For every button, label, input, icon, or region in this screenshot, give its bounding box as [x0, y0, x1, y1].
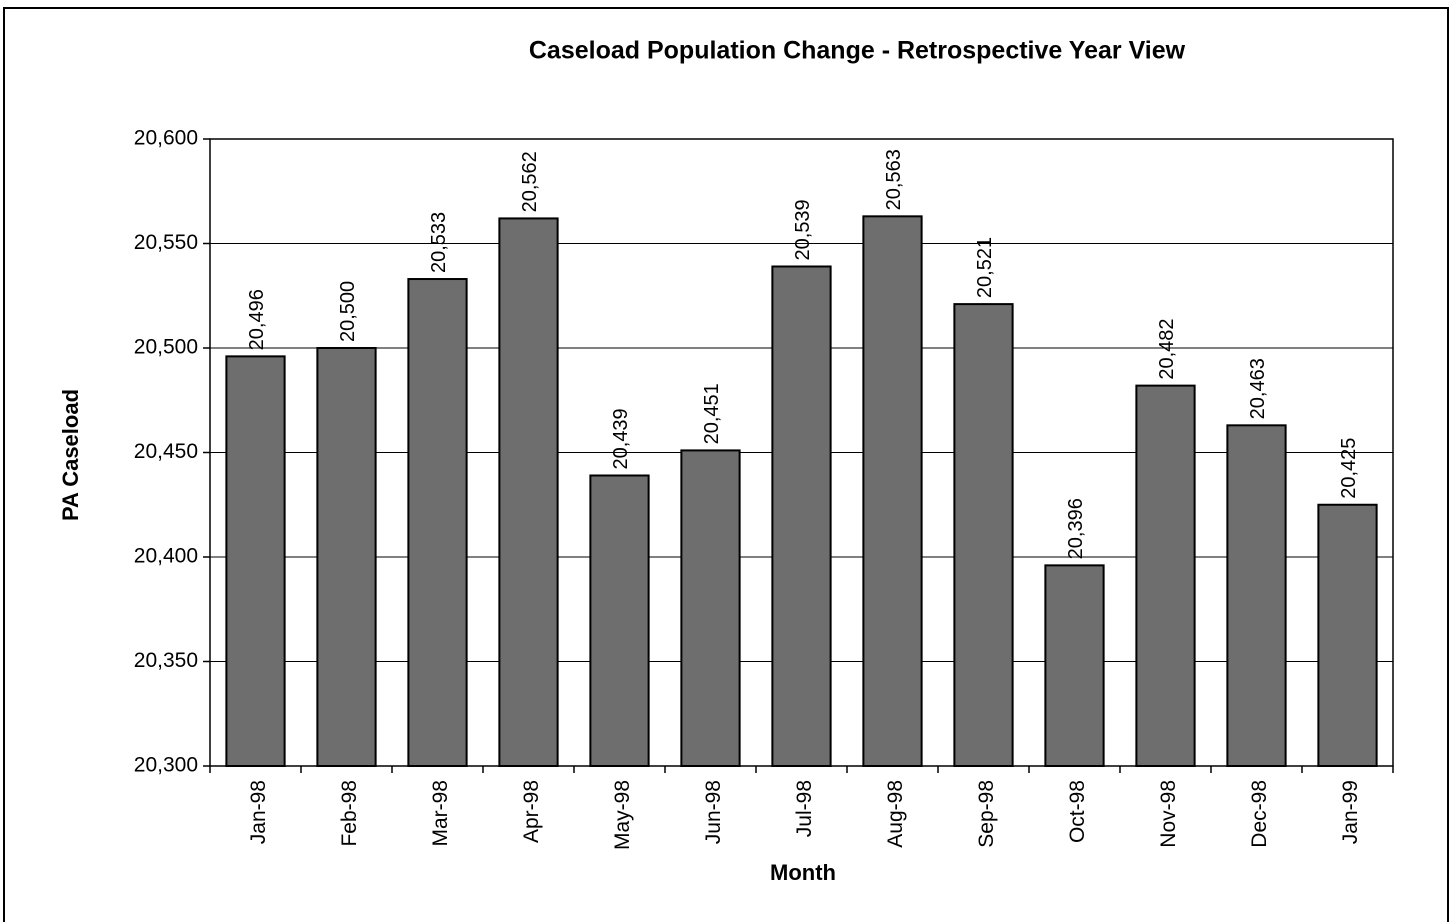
value-label: 20,439	[610, 408, 632, 469]
y-tick-label: 20,600	[134, 127, 198, 150]
x-tick-label: Jan-99	[1339, 780, 1362, 844]
x-tick-label: Mar-98	[429, 780, 452, 847]
bar	[953, 303, 1014, 767]
bar	[589, 474, 650, 767]
x-tick-label: Jun-98	[702, 780, 725, 844]
value-label: 20,463	[1247, 358, 1269, 419]
value-label: 20,562	[519, 151, 541, 212]
y-tick-label: 20,450	[134, 440, 198, 463]
x-tick-label: Aug-98	[884, 780, 907, 848]
x-tick-label: Oct-98	[1066, 780, 1089, 843]
y-tick-label: 20,550	[134, 231, 198, 254]
value-label: 20,496	[246, 289, 268, 350]
x-tick-label: Jul-98	[793, 780, 816, 837]
bar	[316, 347, 377, 767]
y-axis-label: PA Caseload	[58, 389, 83, 521]
value-label: 20,533	[428, 212, 450, 273]
y-tick-label: 20,300	[134, 754, 198, 777]
bar	[225, 355, 286, 767]
x-tick-label: Sep-98	[975, 780, 998, 848]
y-tick-label: 20,500	[134, 336, 198, 359]
bar	[1317, 503, 1378, 767]
x-tick-label: Jan-98	[247, 780, 270, 844]
value-label: 20,451	[701, 383, 723, 444]
chart-frame	[3, 7, 1449, 922]
value-label: 20,563	[883, 149, 905, 210]
y-tick-label: 20,400	[134, 545, 198, 568]
x-tick-label: Dec-98	[1248, 780, 1271, 848]
bar	[407, 278, 468, 767]
value-label: 20,396	[1065, 498, 1087, 559]
x-tick-label: Feb-98	[338, 780, 361, 847]
value-label: 20,425	[1338, 438, 1360, 499]
value-label: 20,539	[792, 199, 814, 260]
value-label: 20,500	[337, 281, 359, 342]
bar	[1135, 384, 1196, 767]
x-axis-label: Month	[770, 860, 836, 885]
value-label: 20,521	[974, 237, 996, 298]
x-tick-label: Nov-98	[1157, 780, 1180, 848]
bar	[1226, 424, 1287, 767]
value-label: 20,482	[1156, 318, 1178, 379]
x-tick-label: Apr-98	[520, 780, 543, 843]
x-tick-label: May-98	[611, 780, 634, 850]
bar	[680, 449, 741, 767]
y-tick-label: 20,350	[134, 649, 198, 672]
bar	[771, 265, 832, 767]
bar	[1044, 564, 1105, 767]
chart-title: Caseload Population Change - Retrospecti…	[529, 37, 1186, 65]
bar	[498, 217, 559, 768]
bar	[862, 215, 923, 767]
